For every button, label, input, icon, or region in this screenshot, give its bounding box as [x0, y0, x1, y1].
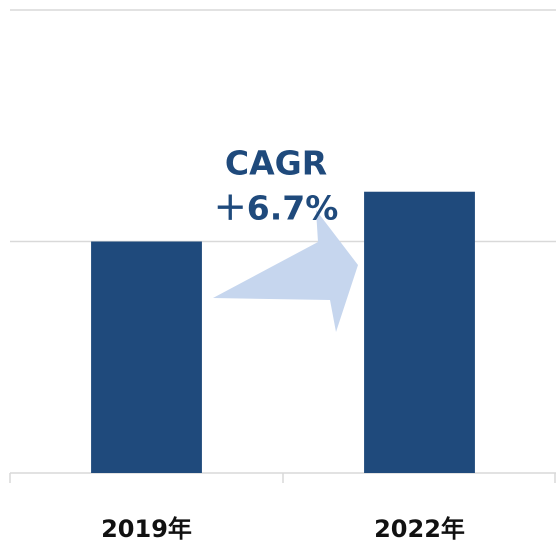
x-tick-label: 2019年: [101, 515, 192, 543]
bar: [364, 191, 475, 474]
bar: [91, 241, 202, 473]
cagr-arrow: [213, 210, 358, 332]
x-tick-label: 2022年: [374, 515, 465, 543]
annotation: CAGR: [225, 144, 327, 183]
annotation: ＋6.7%: [214, 189, 339, 228]
